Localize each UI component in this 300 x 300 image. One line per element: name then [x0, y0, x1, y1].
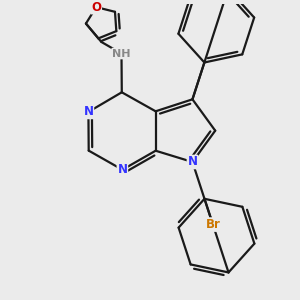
Text: N: N: [188, 155, 197, 169]
Text: NH: NH: [112, 49, 131, 58]
Text: N: N: [117, 163, 128, 176]
Text: Br: Br: [206, 218, 220, 231]
Text: O: O: [91, 1, 101, 13]
Text: N: N: [83, 105, 93, 119]
